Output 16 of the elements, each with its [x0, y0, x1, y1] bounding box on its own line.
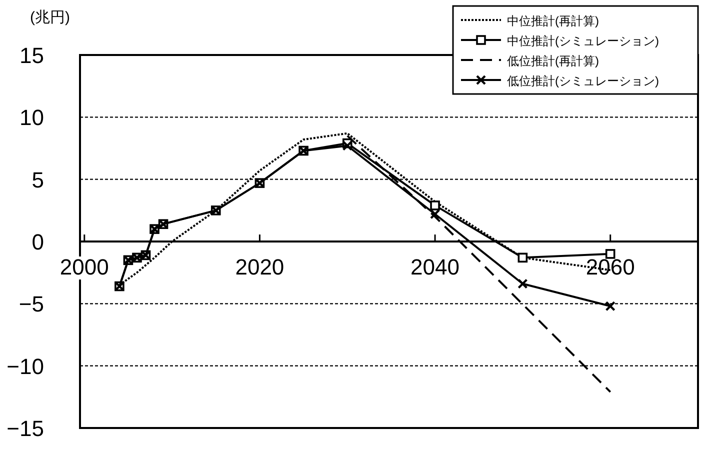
y-tick-label: −15 — [6, 416, 44, 441]
x-tick-label: 2000 — [60, 254, 109, 280]
y-tick-label: −10 — [6, 354, 44, 379]
y-axis-title: (兆円) — [30, 9, 70, 26]
legend-label: 中位推計(再計算) — [507, 14, 599, 28]
legend-label: 低位推計(再計算) — [507, 54, 599, 68]
y-tick-label: −5 — [18, 292, 44, 317]
x-tick-label: 2060 — [586, 254, 635, 280]
legend-label: 中位推計(シミュレーション) — [507, 34, 659, 48]
y-tick-label: 10 — [20, 105, 44, 130]
x-tick-label: 2020 — [235, 254, 284, 280]
y-tick-label: 15 — [20, 43, 44, 68]
legend-label: 低位推計(シミュレーション) — [507, 74, 659, 88]
y-tick-label: 0 — [32, 230, 44, 254]
y-tick-label: 5 — [32, 167, 44, 192]
x-tick-label: 2040 — [410, 254, 460, 280]
